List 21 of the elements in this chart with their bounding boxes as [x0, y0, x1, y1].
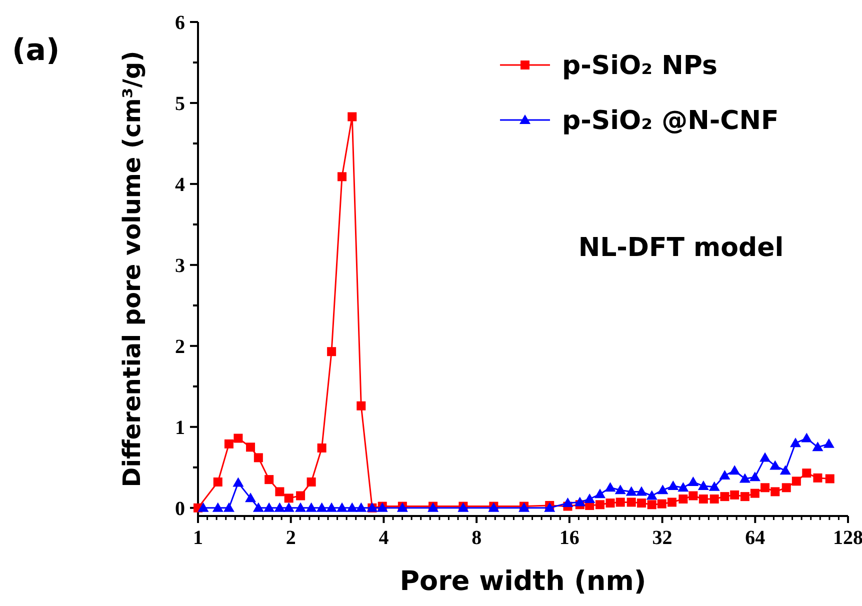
y-tick-label: 4 [175, 174, 185, 196]
y-tick-label: 5 [175, 92, 185, 115]
legend-label: p-SiO₂ @N-CNF [562, 106, 779, 136]
y-tick-label: 2 [175, 336, 185, 358]
x-tick-label: 64 [745, 527, 766, 549]
x-tick-label: 32 [652, 527, 672, 549]
x-tick-label: 2 [286, 527, 296, 549]
y-tick-label: 0 [175, 498, 185, 520]
y-tick-label: 6 [175, 12, 185, 34]
text: (a) [12, 33, 60, 68]
x-tick-label: 16 [559, 527, 580, 549]
x-axis-title: Pore width (nm) [400, 566, 646, 597]
x-tick-label: 4 [378, 527, 389, 549]
x-tick-label: 8 [472, 527, 482, 549]
y-tick-label: 3 [175, 254, 185, 277]
y-axis-title: Differential pore volume (cm³/g) [118, 50, 146, 488]
y-tick-label: 1 [175, 416, 185, 439]
x-tick-label: 128 [833, 527, 862, 549]
legend-label: p-SiO₂ NPs [562, 51, 718, 81]
annotation: NL-DFT model [578, 233, 784, 263]
x-tick-label: 1 [193, 527, 203, 549]
